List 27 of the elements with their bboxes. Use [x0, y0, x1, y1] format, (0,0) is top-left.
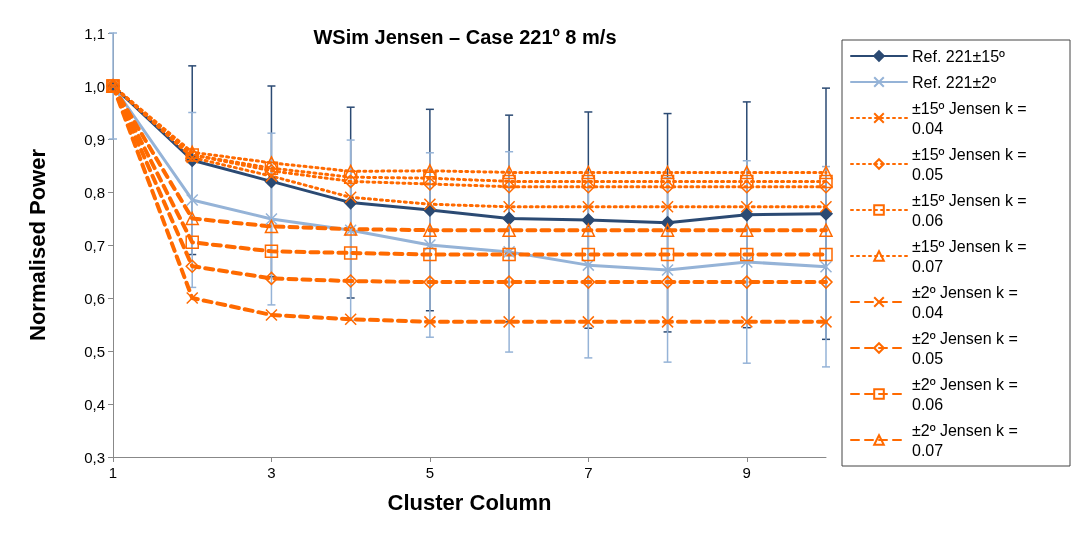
- y-tick-label: 1,1: [84, 24, 105, 42]
- y-tick-label: 0,5: [84, 342, 105, 360]
- x-tick-label: 3: [267, 464, 276, 481]
- y-tick-label: 0,8: [84, 183, 105, 201]
- y-tick-label: 0,9: [84, 130, 105, 148]
- x-tick-label: 9: [742, 464, 751, 481]
- y-tick-label: 0,6: [84, 289, 105, 307]
- legend-label: ±2º Jensen k = 0.05: [912, 329, 1023, 367]
- legend-label: ±15º Jensen k = 0.06: [912, 191, 1032, 229]
- legend-label: ±2º Jensen k = 0.04: [912, 283, 1023, 321]
- y-tick-label: 0,3: [84, 448, 105, 466]
- x-tick-label: 1: [108, 464, 118, 481]
- legend-label: ±15º Jensen k = 0.04: [912, 99, 1032, 137]
- legend-label: Ref. 221±2º: [912, 73, 997, 91]
- x-tick-label: 7: [584, 464, 593, 481]
- y-tick-label: 0,4: [84, 395, 105, 413]
- y-tick-label: 0,7: [84, 236, 105, 254]
- chart-title: WSim Jensen – Case 221º 8 m/s: [313, 26, 617, 48]
- legend-label: ±2º Jensen k = 0.06: [912, 375, 1023, 413]
- y-axis-title: Normalised Power: [24, 148, 50, 341]
- x-tick-label: 5: [425, 464, 435, 481]
- legend-label: ±2º Jensen k = 0.07: [912, 421, 1023, 459]
- legend-label: Ref. 221±15º: [912, 47, 1006, 65]
- y-tick-label: 1,0: [84, 77, 105, 95]
- x-axis-title: Cluster Column: [387, 489, 552, 515]
- legend-label: ±15º Jensen k = 0.07: [912, 237, 1032, 275]
- legend-label: ±15º Jensen k = 0.05: [912, 145, 1032, 183]
